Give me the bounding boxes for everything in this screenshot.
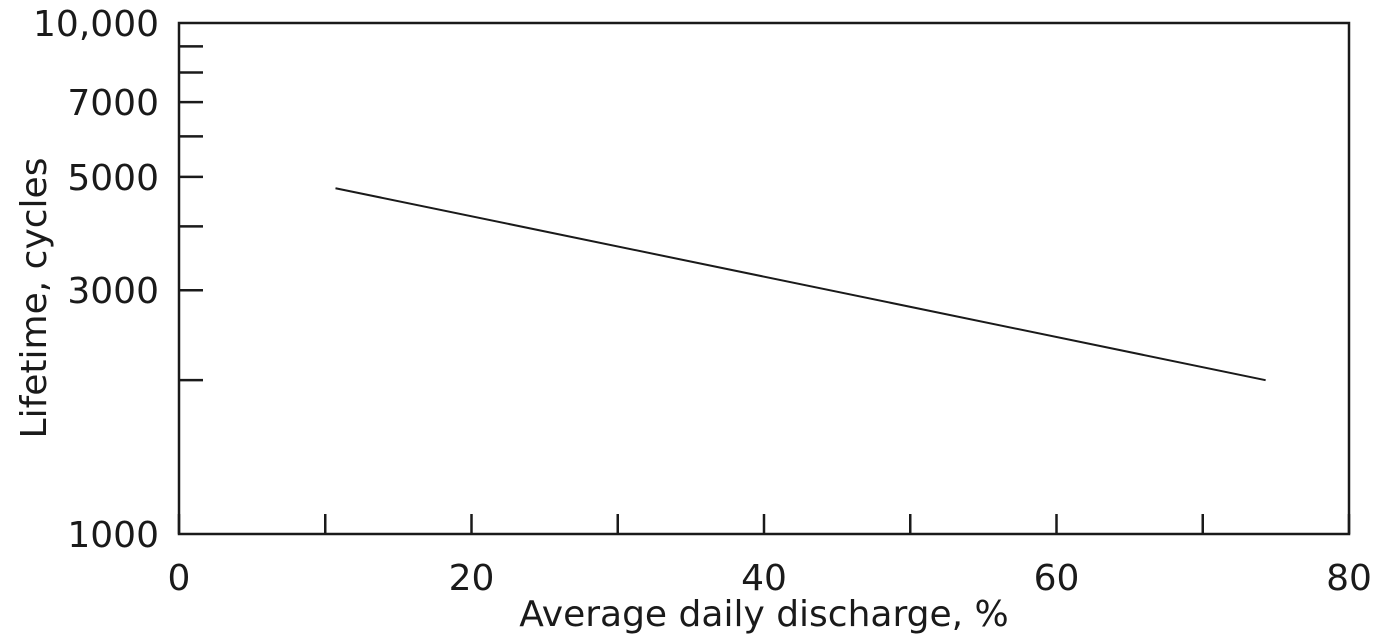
y-tick-label: 3000: [67, 271, 159, 312]
lifetime-series-line: [335, 187, 1266, 382]
axis-ticks: [177, 45, 1351, 534]
x-tick-label: 20: [449, 558, 495, 599]
plot-frame: [177, 21, 1351, 536]
x-tick-label: 60: [1034, 558, 1080, 599]
x-tick-label: 40: [741, 558, 787, 599]
x-axis-title: Average daily discharge, %: [519, 594, 1008, 634]
x-tick-label: 0: [168, 558, 191, 599]
x-tick-label: 80: [1326, 558, 1372, 599]
y-tick-label: 5000: [67, 158, 159, 199]
y-axis-title: Lifetime, cycles: [14, 158, 55, 439]
y-tick-label: 7000: [67, 83, 159, 124]
y-tick-label: 1000: [67, 515, 159, 556]
tick-labels: 0 20 40 60 80 1000 3000 5000 7000 10,000: [33, 4, 1372, 599]
y-tick-label: 10,000: [33, 4, 159, 45]
